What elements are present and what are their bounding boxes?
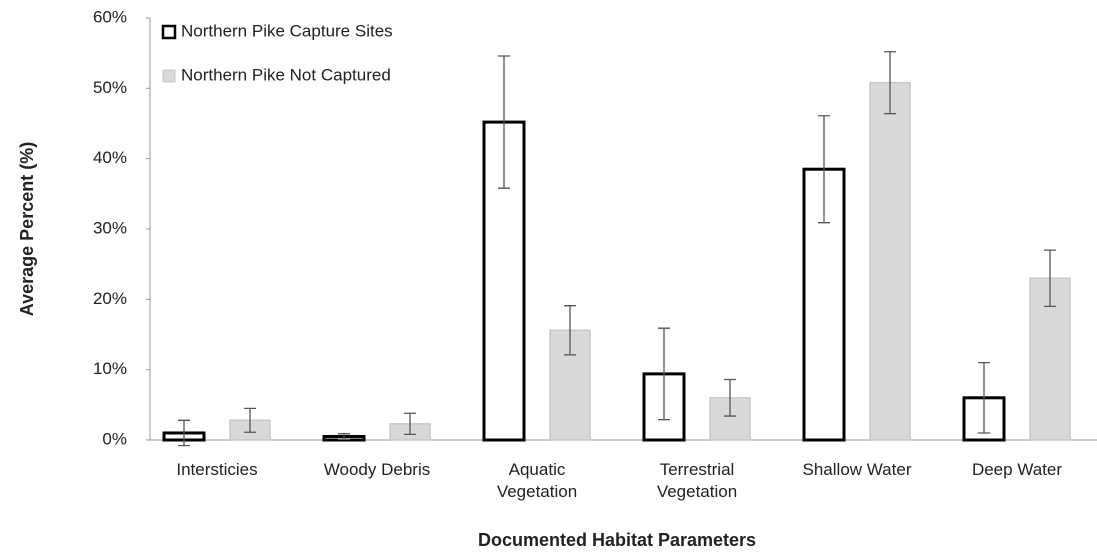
error-bar — [338, 433, 350, 440]
error-bar — [978, 361, 990, 434]
error-bar — [244, 407, 256, 433]
error-bar — [498, 55, 510, 189]
bar — [869, 81, 911, 441]
error-bar — [818, 115, 830, 224]
y-tick-label: 40% — [93, 148, 127, 167]
y-tick-label: 60% — [93, 7, 127, 26]
x-tick-label: Deep Water — [971, 460, 1063, 479]
bar — [802, 167, 846, 442]
error-bar — [178, 419, 190, 447]
x-tick-label: Aquatic Vegetation — [496, 460, 578, 501]
legend-label: Northern Pike Not Captured — [181, 65, 391, 84]
legend-swatch — [161, 24, 177, 40]
error-bar — [564, 305, 576, 356]
x-tick-label: Shallow Water — [802, 460, 912, 479]
error-bar — [884, 51, 896, 115]
error-bar — [724, 378, 736, 417]
legend-label: Northern Pike Capture Sites — [181, 21, 393, 40]
error-bar — [404, 412, 416, 436]
y-tick-label: 10% — [93, 359, 127, 378]
x-tick-label: Woody Debris — [323, 460, 431, 479]
y-tick-label: 0% — [102, 429, 127, 448]
x-tick-label: Terrestrial Vegetation — [656, 460, 738, 501]
x-axis-title: Documented Habitat Parameters — [478, 530, 756, 550]
y-tick-label: 30% — [93, 218, 127, 237]
x-tick-label: Intersticies — [176, 460, 258, 479]
y-tick-label: 20% — [93, 289, 127, 308]
error-bar — [1044, 249, 1056, 308]
y-tick-label: 50% — [93, 78, 127, 97]
legend-swatch — [162, 69, 176, 83]
error-bar — [658, 327, 670, 421]
y-axis-title: Average Percent (%) — [17, 142, 37, 316]
